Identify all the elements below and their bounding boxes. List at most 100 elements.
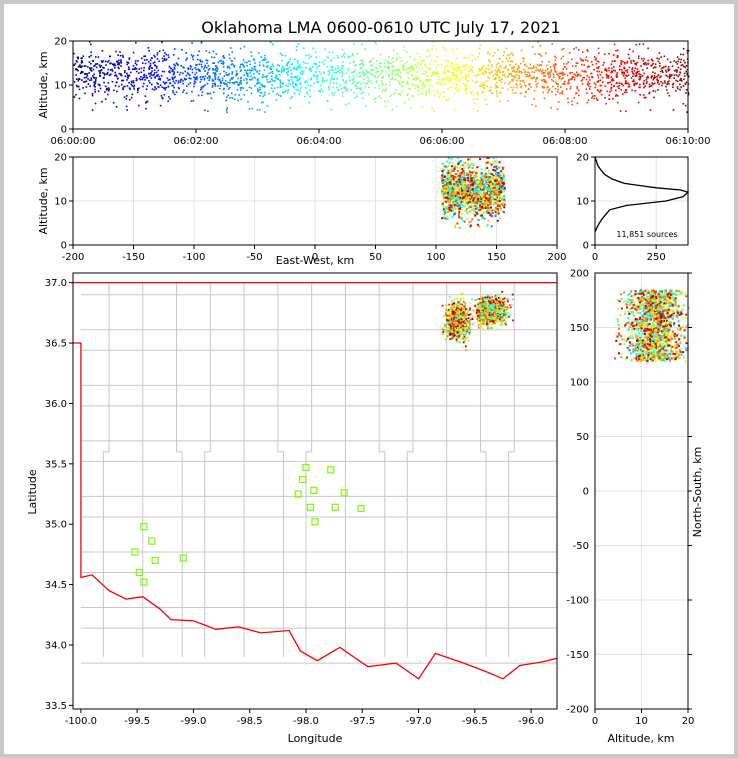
ew-altitude-point — [499, 179, 502, 182]
time-altitude-point — [635, 74, 638, 76]
ew-altitude-point — [479, 198, 482, 201]
time-altitude-point — [334, 68, 337, 71]
plan-view-point — [464, 333, 467, 336]
plan-view-point — [448, 319, 451, 322]
time-altitude-point — [636, 71, 639, 74]
ew-altitude-point — [487, 195, 490, 198]
time-altitude-point — [383, 62, 385, 64]
ew-altitude-point — [494, 185, 497, 188]
time-altitude-point — [107, 87, 110, 89]
time-altitude-point — [80, 57, 83, 60]
ew-altitude-point — [488, 177, 491, 180]
time-altitude-point — [621, 71, 623, 74]
time-altitude-point — [645, 78, 648, 81]
time-altitude-point — [375, 80, 378, 82]
county-line — [204, 282, 211, 658]
time-altitude-point — [624, 82, 627, 85]
time-altitude-point — [398, 81, 400, 84]
time-altitude-point — [113, 66, 116, 69]
ew-altitude-point — [448, 181, 451, 184]
time-altitude-point — [667, 68, 669, 71]
time-altitude-point — [611, 67, 613, 70]
time-altitude-point — [98, 64, 101, 66]
ew-altitude-point — [463, 182, 466, 185]
time-altitude-point — [475, 80, 478, 83]
time-altitude-point — [239, 66, 241, 68]
time-altitude-point — [227, 88, 230, 90]
time-altitude-point — [415, 79, 417, 81]
time-altitude-point — [190, 100, 193, 102]
ew-altitude-point — [479, 158, 482, 161]
time-altitude-point — [165, 58, 168, 61]
time-altitude-point — [399, 94, 402, 96]
time-altitude-point — [173, 86, 175, 89]
time-altitude-point — [561, 90, 564, 93]
time-altitude-point — [612, 79, 615, 82]
time-altitude-point — [490, 70, 493, 73]
plan-view-point — [453, 311, 456, 314]
time-altitude-point — [87, 78, 89, 80]
time-altitude-point — [672, 86, 674, 89]
ew-altitude-point — [477, 184, 480, 187]
time-altitude-point — [686, 68, 689, 71]
time-altitude-point — [435, 73, 438, 76]
ew-altitude-point — [472, 192, 475, 195]
time-altitude-point — [608, 69, 610, 72]
time-altitude-point — [263, 69, 266, 72]
time-altitude-point — [683, 65, 685, 68]
time-altitude-point — [664, 69, 667, 72]
ew-altitude-point — [462, 199, 465, 202]
time-altitude-point — [455, 74, 458, 76]
time-altitude-point — [259, 88, 262, 91]
time-altitude-point — [271, 72, 274, 75]
time-altitude-point — [582, 51, 584, 53]
time-altitude-point — [483, 84, 486, 86]
ew-altitude-point — [467, 201, 470, 204]
time-altitude-point — [410, 88, 412, 90]
time-altitude-point — [548, 60, 550, 63]
time-altitude-point — [366, 71, 368, 74]
time-altitude-point — [177, 57, 180, 60]
time-altitude-point — [94, 88, 96, 91]
ew-altitude-point — [480, 175, 483, 178]
time-altitude-point — [528, 72, 531, 74]
time-altitude-point — [194, 76, 196, 79]
time-altitude-point — [507, 82, 510, 85]
ew-altitude-point — [458, 204, 461, 207]
ew-altitude-point — [460, 208, 463, 211]
time-altitude-point — [215, 69, 218, 72]
time-altitude-point — [157, 73, 159, 76]
time-altitude-point — [569, 71, 572, 74]
ew-altitude-point — [493, 209, 496, 212]
ew-altitude-point — [480, 186, 483, 189]
time-altitude-point — [169, 67, 172, 69]
time-altitude-point — [430, 75, 432, 78]
time-altitude-point — [297, 61, 299, 64]
time-altitude-point — [149, 65, 151, 68]
time-altitude-point — [247, 75, 249, 78]
ew-altitude-point — [453, 166, 456, 169]
time-altitude-point — [203, 67, 205, 70]
time-altitude-point — [425, 92, 428, 94]
time-altitude-point — [576, 62, 579, 65]
time-altitude-point — [395, 105, 398, 108]
time-altitude-point — [459, 78, 462, 81]
time-altitude-point — [549, 73, 552, 75]
plan-view-point — [451, 328, 454, 331]
time-altitude-point — [151, 70, 153, 72]
time-altitude-point — [206, 77, 209, 79]
time-altitude-point — [638, 73, 641, 75]
time-altitude-point — [114, 85, 117, 87]
time-altitude-point — [287, 91, 289, 94]
time-altitude-point — [411, 67, 413, 69]
time-altitude-point — [637, 57, 640, 60]
time-altitude-point — [429, 63, 431, 65]
time-altitude-point — [665, 74, 667, 77]
ew-altitude-point — [444, 182, 447, 185]
time-altitude-point — [247, 60, 250, 63]
time-altitude-point — [268, 81, 271, 83]
ew-altitude-point — [447, 165, 450, 168]
time-altitude-point — [545, 52, 547, 55]
time-altitude-point — [178, 87, 180, 90]
time-altitude-point — [264, 111, 266, 113]
